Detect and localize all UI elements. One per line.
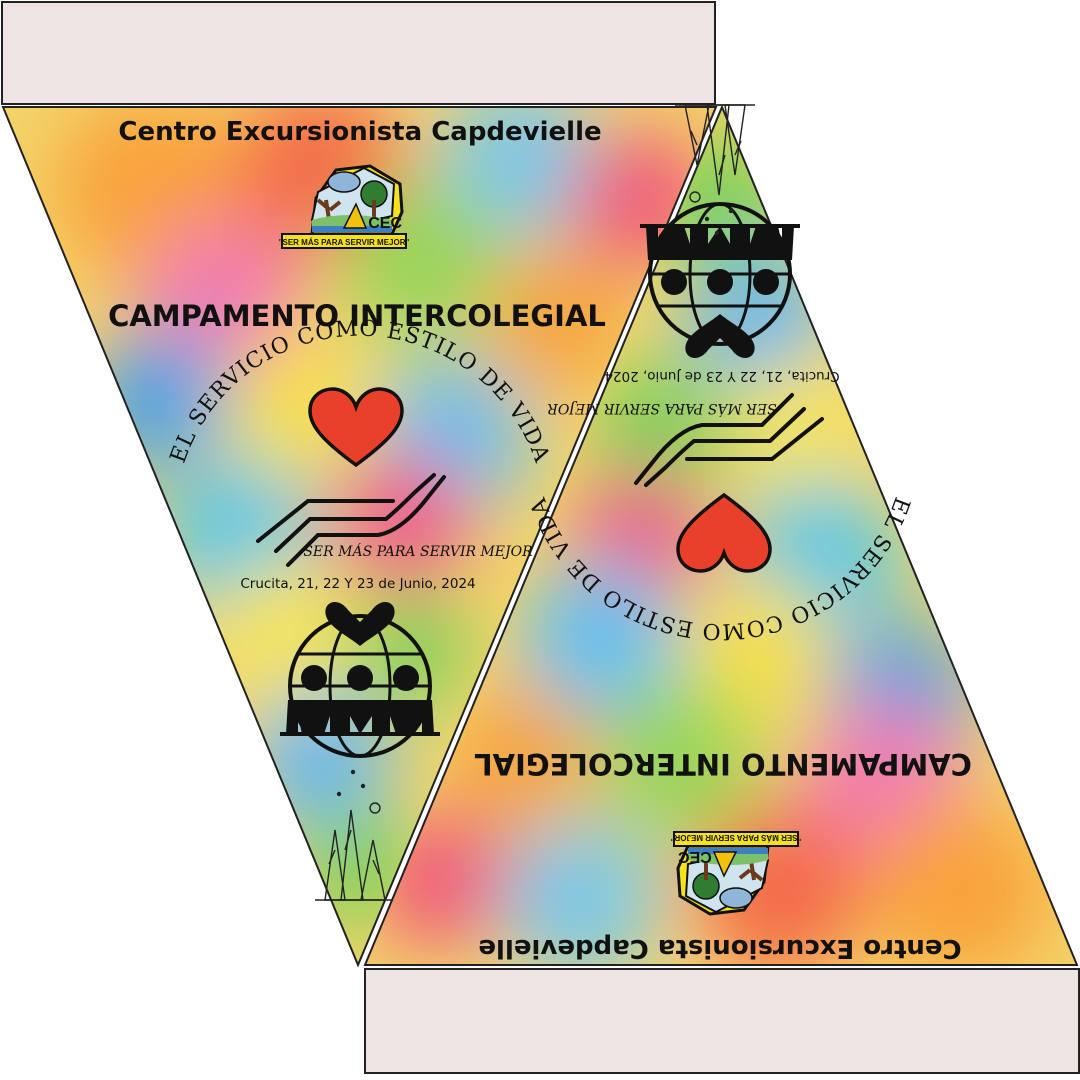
left-date-text: Crucita, 21, 22 Y 23 de Junio, 2024 [240,576,475,592]
right-organization-text: Centro Excursionista Capdevielle [478,933,961,963]
right-cec-logo: "SER MÁS PARA SERVIR MEJOR" [671,830,802,916]
right-pennant-outline [363,104,1079,966]
left-event-title: CAMPAMENTO INTERCOLEGIAL [108,299,606,333]
right-logo-banner-text: "SER MÁS PARA SERVIR MEJOR" [671,833,802,842]
left-cec-logo: "SER MÁS PARA SERVIR MEJOR" [279,164,410,250]
left-logo-banner-text: "SER MÁS PARA SERVIR MEJOR" [279,238,410,247]
right-date-text: Crucita, 21, 22 Y 23 de Junio, 2024 [604,368,839,384]
left-motto-text: SER MÁS PARA SERVIR MEJOR [303,542,533,560]
left-organization-text: Centro Excursionista Capdevielle [118,117,601,147]
top-fold-strip [1,1,716,105]
left-pennant-outline [1,106,718,968]
right-motto-text: SER MÁS PARA SERVIR MEJOR [547,400,777,418]
right-event-title: CAMPAMENTO INTERCOLEGIAL [474,747,972,781]
bottom-fold-strip [364,968,1080,1074]
